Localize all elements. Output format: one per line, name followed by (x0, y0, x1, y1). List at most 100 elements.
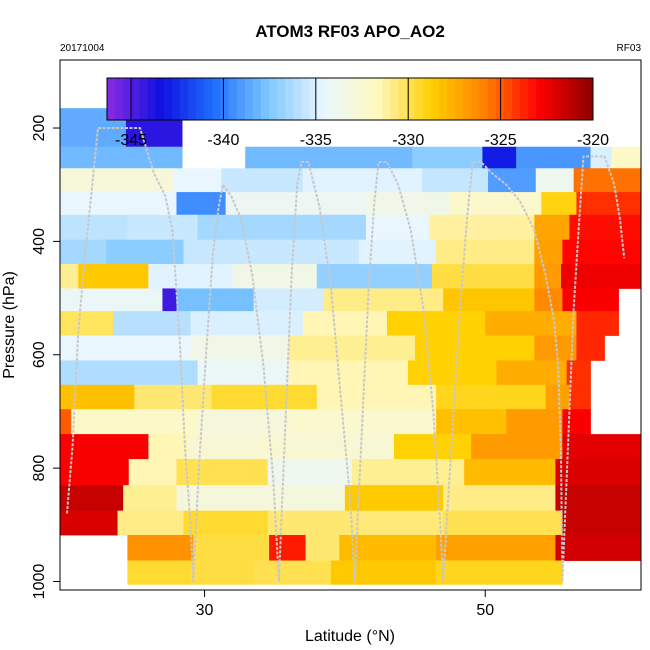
heatmap-cell (562, 239, 641, 265)
colorbar-swatch (252, 78, 262, 120)
colorbar-tick-label: -320 (577, 132, 609, 149)
colorbar-swatch (220, 78, 229, 120)
heatmap-cell (197, 409, 290, 435)
heatmap-cell (330, 560, 437, 585)
x-tick-label: 30 (196, 602, 214, 619)
flight-track-line (66, 127, 626, 583)
heatmap-cell (60, 510, 118, 536)
colorbar: -345 -340 -335 -330 -325 -320 (106, 77, 609, 149)
heatmap-cell (302, 168, 423, 193)
heatmap-cell (534, 264, 562, 289)
heatmap-cell (450, 192, 542, 216)
colorbar-swatch (115, 78, 124, 120)
heatmap-cell (269, 535, 306, 561)
heatmap-cell (436, 384, 546, 410)
x-tick-label: 50 (476, 602, 494, 619)
x-axis-label: Latitude (°N) (305, 628, 395, 645)
colorbar-swatch (269, 78, 278, 120)
colorbar-tick-label: -325 (485, 132, 517, 149)
heatmap-cell (316, 384, 437, 410)
flight-track (66, 127, 626, 583)
colorbar-swatch (390, 78, 400, 120)
colorbar-tick-label: -340 (207, 132, 239, 149)
colorbar-swatch (228, 78, 238, 120)
colorbar-swatch (188, 78, 197, 120)
heatmap-cell (162, 288, 177, 312)
colorbar-swatch (568, 78, 578, 120)
colorbar-swatch (455, 78, 464, 120)
heatmap-cell (344, 485, 444, 512)
colorbar-swatch (406, 78, 416, 120)
heatmap-cell (561, 264, 641, 289)
heatmap-cell (302, 311, 388, 336)
chart-title: ATOM3 RF03 APO_AO2 (255, 22, 445, 41)
heatmap-cell (562, 288, 619, 312)
heatmap-cell (569, 214, 641, 241)
colorbar-tick-label: -345 (115, 132, 147, 149)
heatmap-cell (117, 510, 184, 536)
heatmap-cell (412, 146, 483, 169)
heatmap-cell (187, 434, 287, 460)
colorbar-swatch (277, 78, 286, 120)
colorbar-swatch (463, 78, 472, 120)
heatmap-cell (190, 560, 255, 585)
colorbar-swatch (528, 78, 537, 120)
colorbar-swatch (520, 78, 529, 120)
heatmap-cell (443, 510, 563, 536)
heatmap-cell (285, 434, 395, 460)
y-tick-label: 200 (31, 115, 48, 142)
heatmap-cell (482, 146, 517, 169)
colorbar-swatch (358, 78, 367, 120)
heatmap-cell (394, 434, 472, 460)
heatmap-cell (106, 239, 184, 265)
colorbar-swatch (439, 78, 448, 120)
plot-frame (59, 59, 642, 591)
colorbar-swatch (236, 78, 246, 120)
heatmap-cell (197, 214, 367, 241)
heatmap-cell (176, 459, 269, 486)
colorbar-swatch (196, 78, 205, 120)
heatmap-cell (443, 288, 535, 312)
heatmap-cell (386, 311, 486, 336)
heatmap-cell (464, 459, 556, 486)
y-tick-label: 800 (31, 455, 48, 482)
heatmap-cell (148, 264, 234, 289)
colorbar-swatch (171, 78, 181, 120)
colorbar-swatch (487, 78, 497, 120)
heatmap-cell (176, 192, 226, 216)
heatmap-cell (436, 535, 556, 561)
colorbar-swatch (495, 78, 505, 120)
heatmap-cell (516, 146, 591, 169)
heatmap-cell (60, 239, 107, 265)
heatmap-cell (422, 168, 489, 193)
heatmap-cell (534, 214, 570, 241)
heatmap-cell (183, 239, 360, 265)
heatmap-cell (267, 510, 360, 536)
heatmap-cell (365, 192, 451, 216)
subtitle-right: RF03 (617, 43, 642, 54)
heatmap-cell (60, 434, 149, 460)
heatmap-cell (176, 288, 255, 312)
heatmap-cell (197, 360, 290, 386)
heatmap-cell (488, 168, 537, 193)
colorbar-swatch (293, 78, 302, 120)
colorbar-swatch (536, 78, 545, 120)
heatmap-cell (436, 239, 535, 265)
heatmap-cell (190, 311, 304, 336)
colorbar-swatch (479, 78, 489, 120)
heatmap-cell (127, 535, 194, 561)
colorbar-swatch (163, 78, 173, 120)
heatmap-cell (415, 335, 535, 361)
heatmap-cell (471, 434, 563, 460)
heatmap-cell (225, 192, 367, 216)
heatmap-cell (562, 510, 641, 536)
colorbar-swatch (155, 78, 165, 120)
colorbar-swatch (366, 78, 375, 120)
heatmap-cell (253, 560, 332, 585)
colorbar-swatch (422, 78, 432, 120)
colorbar-swatch (431, 78, 440, 120)
heatmap-cell (288, 360, 409, 386)
heatmap-cell (443, 485, 556, 512)
colorbar-swatch (309, 78, 319, 120)
colorbar-swatch (512, 78, 521, 120)
